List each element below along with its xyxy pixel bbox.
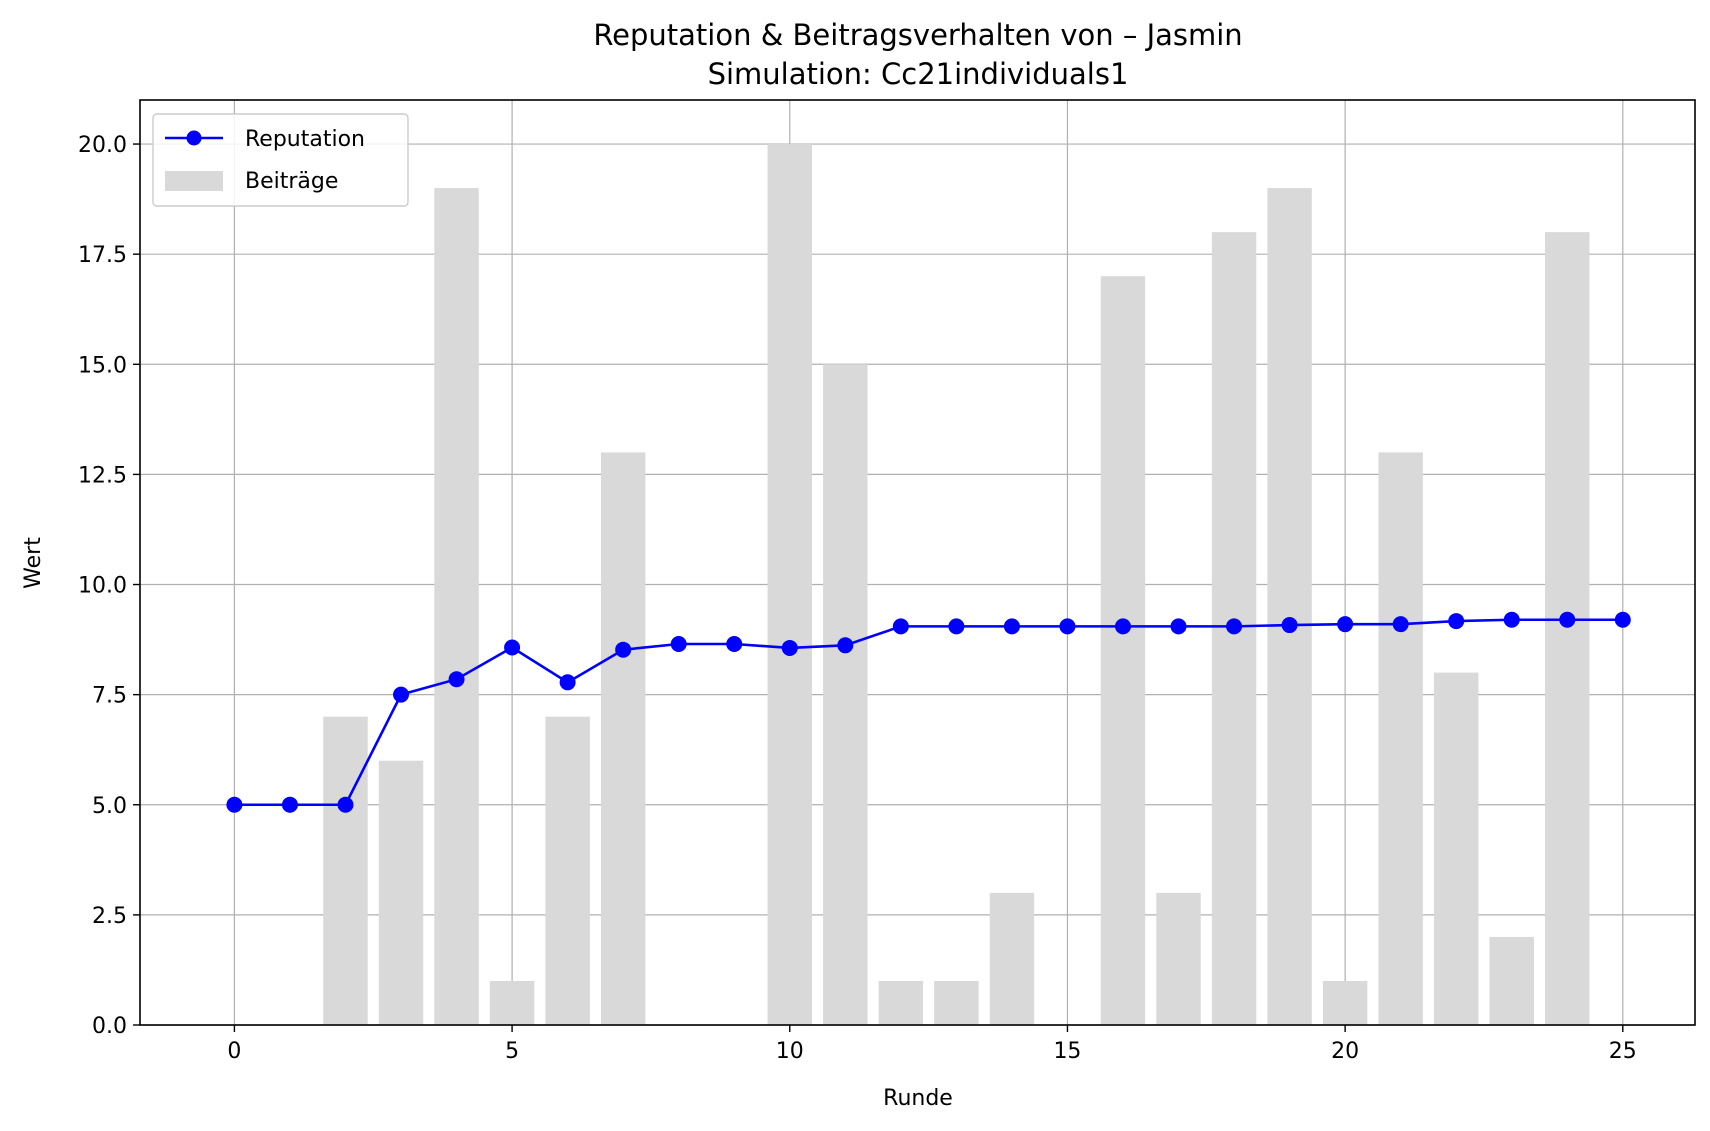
contribution-bar [545, 716, 590, 1025]
contribution-bar [1545, 232, 1590, 1026]
reputation-point [1226, 618, 1243, 635]
x-tick-label: 10 [776, 1039, 804, 1064]
contribution-bar [1489, 936, 1534, 1025]
reputation-point [504, 639, 521, 656]
reputation-point [837, 637, 854, 654]
reputation-point [559, 674, 576, 691]
legend-bar-swatch [165, 171, 223, 191]
legend-label-reputation: Reputation [245, 127, 365, 152]
reputation-point [892, 618, 909, 635]
reputation-point [226, 796, 243, 813]
y-tick-label: 10.0 [78, 574, 127, 599]
y-tick-label: 20.0 [78, 133, 127, 158]
reputation-point [1170, 618, 1187, 635]
contribution-bar [378, 760, 424, 1025]
bars-series [323, 144, 1590, 1026]
reputation-point [948, 618, 965, 635]
reputation-point [1114, 618, 1131, 635]
contribution-bar [1100, 276, 1146, 1025]
contribution-bar [767, 144, 812, 1026]
x-tick-label: 0 [227, 1039, 241, 1064]
legend: Reputation Beiträge [152, 113, 409, 207]
reputation-point [670, 635, 687, 652]
reputation-point [1559, 611, 1576, 628]
contribution-bar [1378, 452, 1423, 1025]
contribution-bar [1433, 672, 1479, 1025]
y-tick-label: 12.5 [78, 463, 127, 488]
y-axis-label: Wert [21, 537, 46, 589]
reputation-point [393, 686, 410, 703]
reputation-point [448, 671, 465, 688]
contribution-bar [934, 980, 979, 1025]
contribution-bar [1156, 892, 1201, 1025]
contribution-bar [1267, 188, 1312, 1026]
contribution-bar [489, 980, 535, 1025]
chart-title: Reputation & Beitragsverhalten von – Jas… [593, 18, 1242, 52]
reputation-point [1392, 616, 1409, 633]
contribution-bar [989, 892, 1035, 1025]
legend-label-beitraege: Beiträge [245, 169, 338, 194]
reputation-point [781, 639, 798, 656]
x-tick-label: 20 [1331, 1039, 1359, 1064]
y-tick-label: 7.5 [92, 684, 127, 709]
line-series [226, 611, 1631, 813]
y-tick-label: 0.0 [92, 1014, 127, 1039]
reputation-point [1503, 611, 1520, 628]
reputation-point [1448, 613, 1465, 630]
reputation-point [337, 796, 354, 813]
y-tick-label: 2.5 [92, 904, 127, 929]
chart-subtitle: Simulation: Cc21individuals1 [708, 57, 1129, 91]
contribution-bar [1322, 980, 1368, 1025]
x-axis-ticks: 0 5 10 15 20 25 [227, 1025, 1637, 1064]
legend-line-marker [186, 130, 202, 146]
contribution-bar [600, 452, 646, 1025]
x-axis-label: Runde [883, 1086, 953, 1111]
plot-frame [139, 99, 1696, 1026]
x-tick-label: 25 [1609, 1039, 1637, 1064]
reputation-point [1281, 617, 1298, 634]
x-tick-label: 15 [1053, 1039, 1081, 1064]
contribution-bar [323, 716, 368, 1025]
y-axis-ticks: 0.0 2.5 5.0 7.5 10.0 12.5 15.0 17.5 20.0 [78, 133, 140, 1039]
y-tick-label: 17.5 [78, 243, 127, 268]
contribution-bar [434, 188, 479, 1026]
reputation-point [726, 635, 743, 652]
reputation-line [234, 618, 1623, 807]
reputation-point [1614, 611, 1631, 628]
contribution-bar [823, 364, 868, 1025]
contribution-bar [878, 980, 924, 1025]
reputation-point [1003, 618, 1020, 635]
reputation-point [615, 641, 632, 658]
reputation-point [1337, 616, 1354, 633]
reputation-point [281, 796, 298, 813]
x-tick-label: 5 [505, 1039, 519, 1064]
y-tick-label: 15.0 [78, 353, 127, 378]
y-tick-label: 5.0 [92, 794, 127, 819]
reputation-point [1059, 618, 1076, 635]
